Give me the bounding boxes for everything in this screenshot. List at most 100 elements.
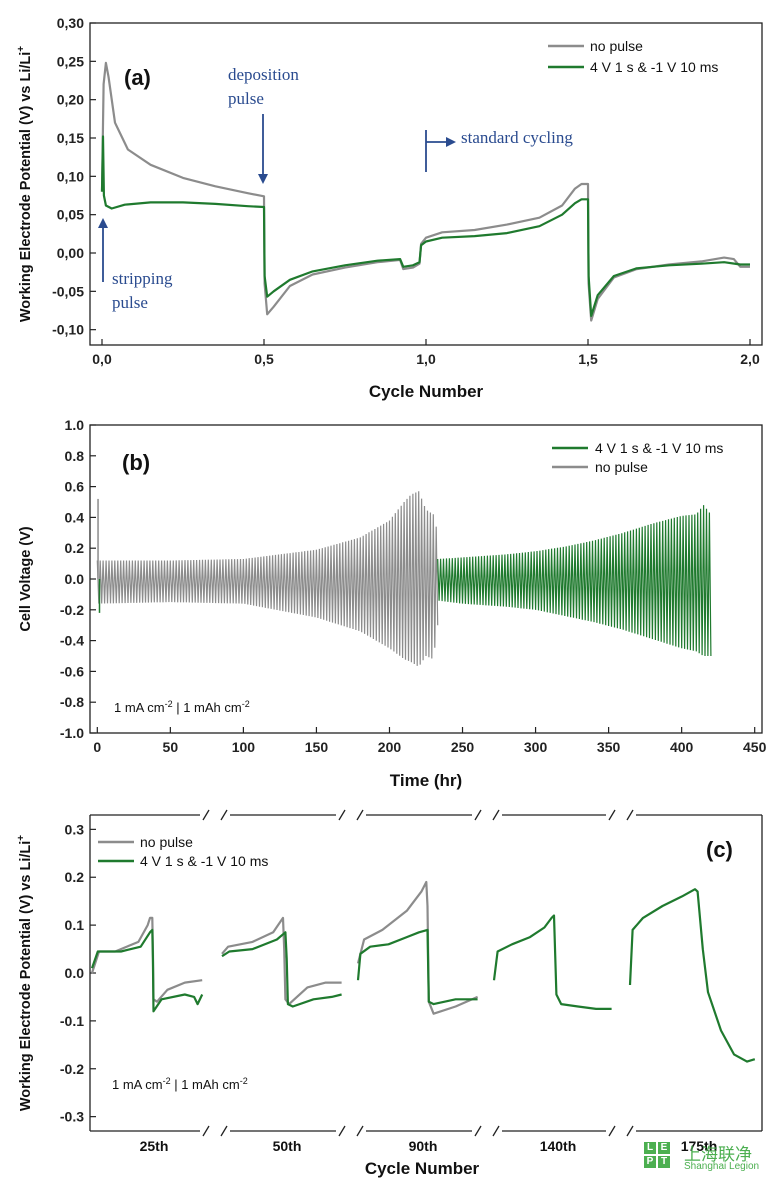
b-xtick-label: 100 [232,739,256,755]
c-axis-break [220,1125,228,1137]
watermark-cn: 上海联净 [684,1145,752,1165]
c-axis-break [492,809,500,821]
b-ytick-label: 0.8 [65,448,85,464]
b-xtick-label: 400 [670,739,694,755]
panel-c-ylabel: Working Electrode Potential (V) vs Li/Li… [16,835,34,1111]
a-ytick-label: 0,00 [57,245,84,261]
a-ytick-label: -0,10 [52,322,84,338]
c-axis-break [474,1125,482,1137]
a-ytick-label: 0,15 [57,130,84,146]
b-series-no-pulse [96,491,439,666]
panel-a-legend: no pulse 4 V 1 s & -1 V 10 ms [548,38,718,75]
c-axis-break [338,1125,346,1137]
panel-a: 0,0 0,5 1,0 1,5 2,0 -0,10 -0,05 0,00 0,05 0,10 0,1… [16,15,763,401]
a-xtick-label: 0,5 [254,351,274,367]
legend-no-pulse: no pulse [590,38,643,54]
watermark-badge-l: L [644,1142,656,1154]
c-ytick-label: 0.1 [65,917,85,933]
a-ytick-label: 0,10 [57,168,84,184]
c-axis-break [492,1125,500,1137]
c-ytick-label: -0.2 [60,1061,84,1077]
c-segment-label: 50th [273,1138,302,1154]
c-series-no-pulse [90,916,203,1003]
b-ytick-label: -1.0 [60,725,84,741]
c-axis-break [220,809,228,821]
panel-c-legend: no pulse 4 V 1 s & -1 V 10 ms [98,834,268,869]
c-ytick-label: -0.1 [60,1013,84,1029]
legend-b-pulse: 4 V 1 s & -1 V 10 ms [595,440,723,456]
b-series-pulse [437,505,712,657]
c-axis-break [608,1125,616,1137]
c-axis-break [474,809,482,821]
a-xtick-label: 1,0 [416,351,436,367]
panel-b-ylabel: Cell Voltage (V) [18,526,34,631]
b-ytick-label: 1.0 [65,417,85,433]
c-ytick-label: 0.3 [65,821,85,837]
watermark: L E P T 上海联净 Shanghai Legion [644,1140,774,1180]
legend-c-pulse: 4 V 1 s & -1 V 10 ms [140,853,268,869]
b-ytick-label: -0.8 [60,694,84,710]
a-series-pulse [100,135,750,317]
c-segment-label: 140th [540,1138,577,1154]
c-axis-break [626,1125,634,1137]
c-axis-break [356,809,364,821]
b-xtick-label: 350 [597,739,621,755]
c-series-pulse [221,931,342,1008]
c-axis-break [356,1125,364,1137]
annotation-standard-cycling: standard cycling [461,128,573,147]
annotation-deposition-line1: deposition [228,65,299,84]
annotation-deposition-line2: pulse [228,89,264,108]
c-axis-break [626,809,634,821]
c-ytick-label: 0.2 [65,869,85,885]
legend-pulse: 4 V 1 s & -1 V 10 ms [590,59,718,75]
c-axis-break [338,809,346,821]
a-xtick-label: 2,0 [740,351,760,367]
c-axis-break [608,809,616,821]
annotation-stripping-line2: pulse [112,293,148,312]
b-xtick-label: 300 [524,739,548,755]
panel-b-frame [89,424,763,734]
b-ytick-label: 0.2 [65,540,85,556]
legend-c-no-pulse: no pulse [140,834,193,850]
b-xtick-label: 450 [743,739,767,755]
panel-c: -0.3 -0.2 -0.1 0.0 0.1 0.2 0.3 25th 50th 90th 140t… [16,809,763,1178]
a-xtick-label: 1,5 [578,351,598,367]
c-series-pulse [628,888,756,1063]
watermark-badge-e: E [658,1142,670,1154]
a-ytick-label: 0,25 [57,53,84,69]
panel-b: 0 50 100 150 200 250 300 350 400 450 -1.0 -0.8 -0.6 -… [18,417,767,790]
c-series-pulse [356,928,478,1006]
a-ytick-label: 0,20 [57,92,84,108]
b-ytick-label: -0.2 [60,602,84,618]
b-ytick-label: 0.4 [65,509,85,525]
b-xtick-label: 0 [93,739,101,755]
panel-c-condition: 1 mA cm-2 | 1 mAh cm-2 [112,1076,248,1092]
c-series-no-pulse [356,880,479,1015]
b-xtick-label: 50 [163,739,179,755]
c-segment-label: 90th [409,1138,438,1154]
c-series-pulse [492,914,612,1010]
b-xtick-label: 200 [378,739,402,755]
panel-b-legend: 4 V 1 s & -1 V 10 ms no pulse [552,440,723,475]
a-ytick-label: 0,30 [57,15,84,31]
c-segment-label: 25th [140,1138,169,1154]
b-ytick-label: 0.6 [65,479,85,495]
c-segment-label: 175th [681,1138,718,1154]
panel-a-xlabel: Cycle Number [369,382,484,401]
panel-b-condition: 1 mA cm-2 | 1 mAh cm-2 [114,699,250,715]
watermark-badge-t: T [658,1156,670,1168]
c-axis-break [202,809,210,821]
b-ytick-label: -0.4 [60,633,84,649]
standard-cycling-arrowhead [446,137,456,147]
b-xtick-label: 150 [305,739,329,755]
panel-b-label: (b) [122,450,150,475]
annotation-stripping-line1: stripping [112,269,173,288]
watermark-badge-p: P [644,1156,656,1168]
legend-b-no-pulse: no pulse [595,459,648,475]
c-axis-break [202,1125,210,1137]
c-series-no-pulse [221,916,342,1006]
b-ytick-label: -0.6 [60,663,84,679]
panel-a-label: (a) [124,65,151,90]
stripping-arrowhead [98,218,108,228]
